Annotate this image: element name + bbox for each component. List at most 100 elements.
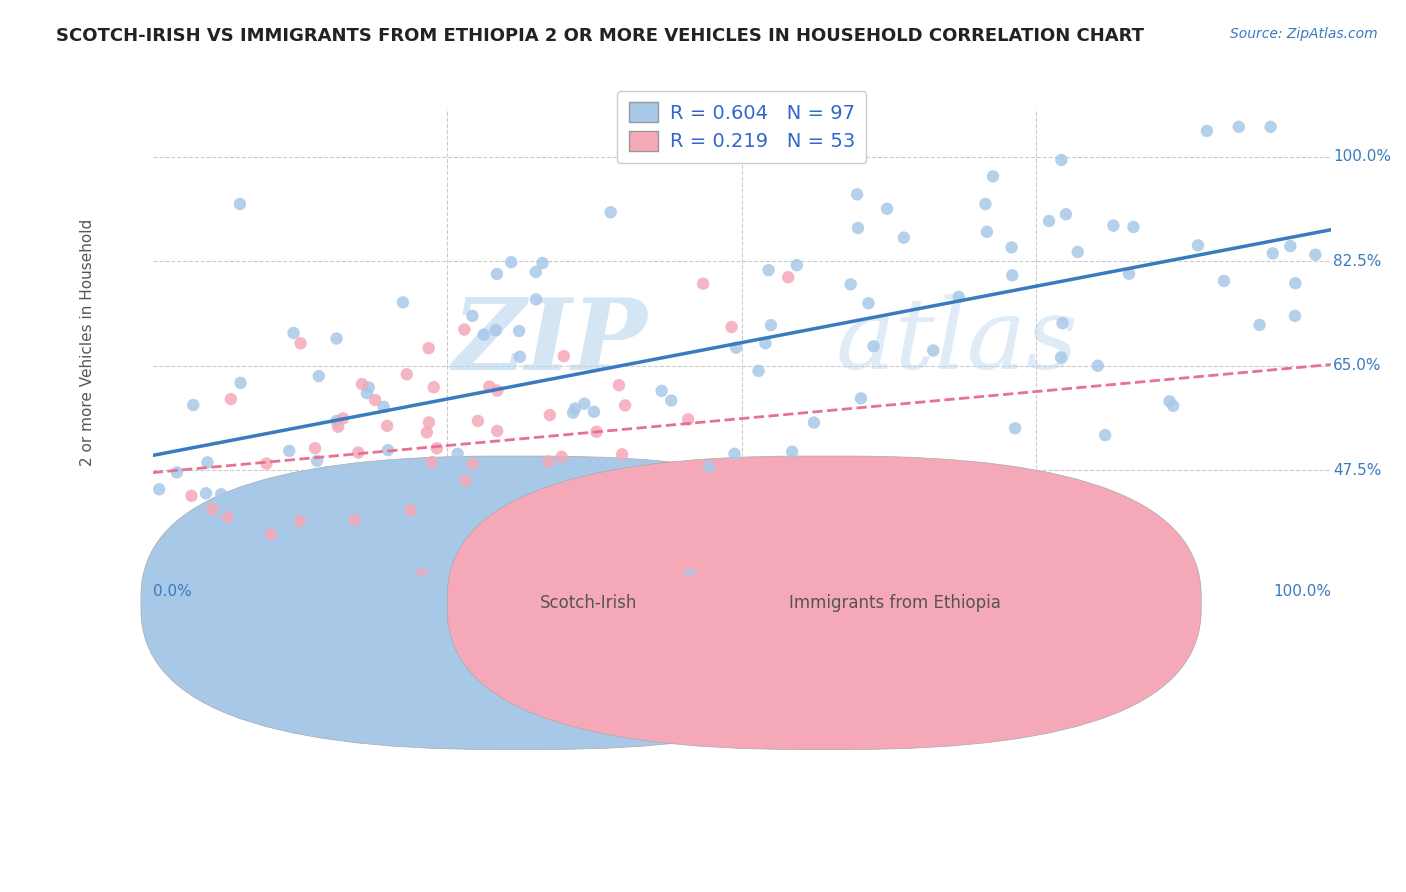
Text: 82.5%: 82.5%	[1333, 253, 1382, 268]
Point	[846, 187, 869, 202]
Point	[1261, 246, 1284, 260]
Point	[1118, 267, 1140, 281]
Point	[524, 293, 547, 307]
Point	[343, 567, 366, 582]
Point	[347, 445, 370, 459]
Point	[803, 416, 825, 430]
Point	[1213, 274, 1236, 288]
Point	[1195, 124, 1218, 138]
Point	[610, 447, 633, 461]
Point	[780, 469, 803, 483]
Point	[1305, 248, 1327, 262]
Point	[285, 484, 308, 499]
FancyBboxPatch shape	[447, 456, 1201, 749]
Point	[893, 230, 915, 244]
Point	[778, 270, 800, 285]
Point	[676, 412, 699, 426]
Point	[1159, 394, 1181, 409]
Point	[1249, 318, 1271, 332]
Point	[1087, 359, 1109, 373]
Point	[1004, 421, 1026, 435]
Point	[531, 256, 554, 270]
Point	[461, 309, 484, 323]
Point	[1050, 351, 1073, 365]
Point	[1067, 244, 1090, 259]
Point	[509, 350, 531, 364]
Point	[610, 506, 633, 520]
Point	[454, 474, 477, 488]
Text: 65.0%: 65.0%	[1333, 359, 1382, 373]
Point	[218, 524, 240, 538]
Point	[148, 482, 170, 496]
Point	[426, 442, 449, 456]
Point	[278, 443, 301, 458]
Point	[1001, 268, 1024, 283]
Point	[411, 567, 433, 582]
Text: Scotch-Irish: Scotch-Irish	[540, 594, 637, 612]
Point	[651, 384, 673, 398]
Point	[692, 277, 714, 291]
Point	[1260, 120, 1282, 134]
Point	[395, 368, 418, 382]
Point	[703, 472, 725, 486]
Point	[467, 414, 489, 428]
Point	[546, 536, 568, 550]
Point	[564, 401, 586, 416]
Point	[197, 455, 219, 469]
Point	[485, 323, 508, 337]
Point	[720, 320, 742, 334]
Point	[209, 487, 232, 501]
Point	[290, 336, 312, 351]
Point	[325, 414, 347, 428]
Point	[308, 369, 330, 384]
Point	[422, 380, 444, 394]
Point	[846, 221, 869, 235]
Point	[1284, 309, 1306, 323]
Point	[748, 364, 770, 378]
Point	[780, 444, 803, 458]
Point	[562, 406, 585, 420]
Point	[375, 489, 398, 503]
Point	[1094, 428, 1116, 442]
Point	[446, 447, 468, 461]
Point	[416, 425, 439, 440]
Point	[659, 393, 682, 408]
Point	[461, 457, 484, 471]
Point	[553, 349, 575, 363]
Point	[373, 400, 395, 414]
Point	[754, 475, 776, 489]
Point	[472, 327, 495, 342]
Point	[399, 503, 422, 517]
Point	[1187, 238, 1209, 252]
Text: 0.0%: 0.0%	[153, 583, 191, 599]
Point	[350, 377, 373, 392]
Point	[1054, 207, 1077, 221]
Point	[981, 169, 1004, 184]
Point	[524, 265, 547, 279]
Point	[485, 267, 508, 281]
Point	[725, 341, 748, 355]
Point	[550, 450, 572, 464]
Point	[219, 392, 242, 406]
Point	[697, 459, 720, 474]
Point	[862, 339, 884, 353]
Point	[849, 392, 872, 406]
Point	[375, 418, 398, 433]
Point	[217, 517, 239, 532]
Point	[922, 343, 945, 358]
Legend: R = 0.604   N = 97, R = 0.219   N = 53: R = 0.604 N = 97, R = 0.219 N = 53	[617, 91, 866, 163]
Point	[418, 415, 440, 429]
Point	[1102, 219, 1125, 233]
Text: 2 or more Vehicles in Household: 2 or more Vehicles in Household	[80, 219, 96, 466]
FancyBboxPatch shape	[141, 456, 896, 749]
Point	[858, 296, 880, 310]
Point	[786, 258, 808, 272]
Point	[217, 510, 239, 524]
Point	[325, 332, 347, 346]
Point	[508, 324, 530, 338]
Point	[607, 378, 630, 392]
Point	[1279, 239, 1302, 253]
Point	[499, 560, 522, 574]
Point	[392, 295, 415, 310]
Point	[1052, 316, 1074, 330]
